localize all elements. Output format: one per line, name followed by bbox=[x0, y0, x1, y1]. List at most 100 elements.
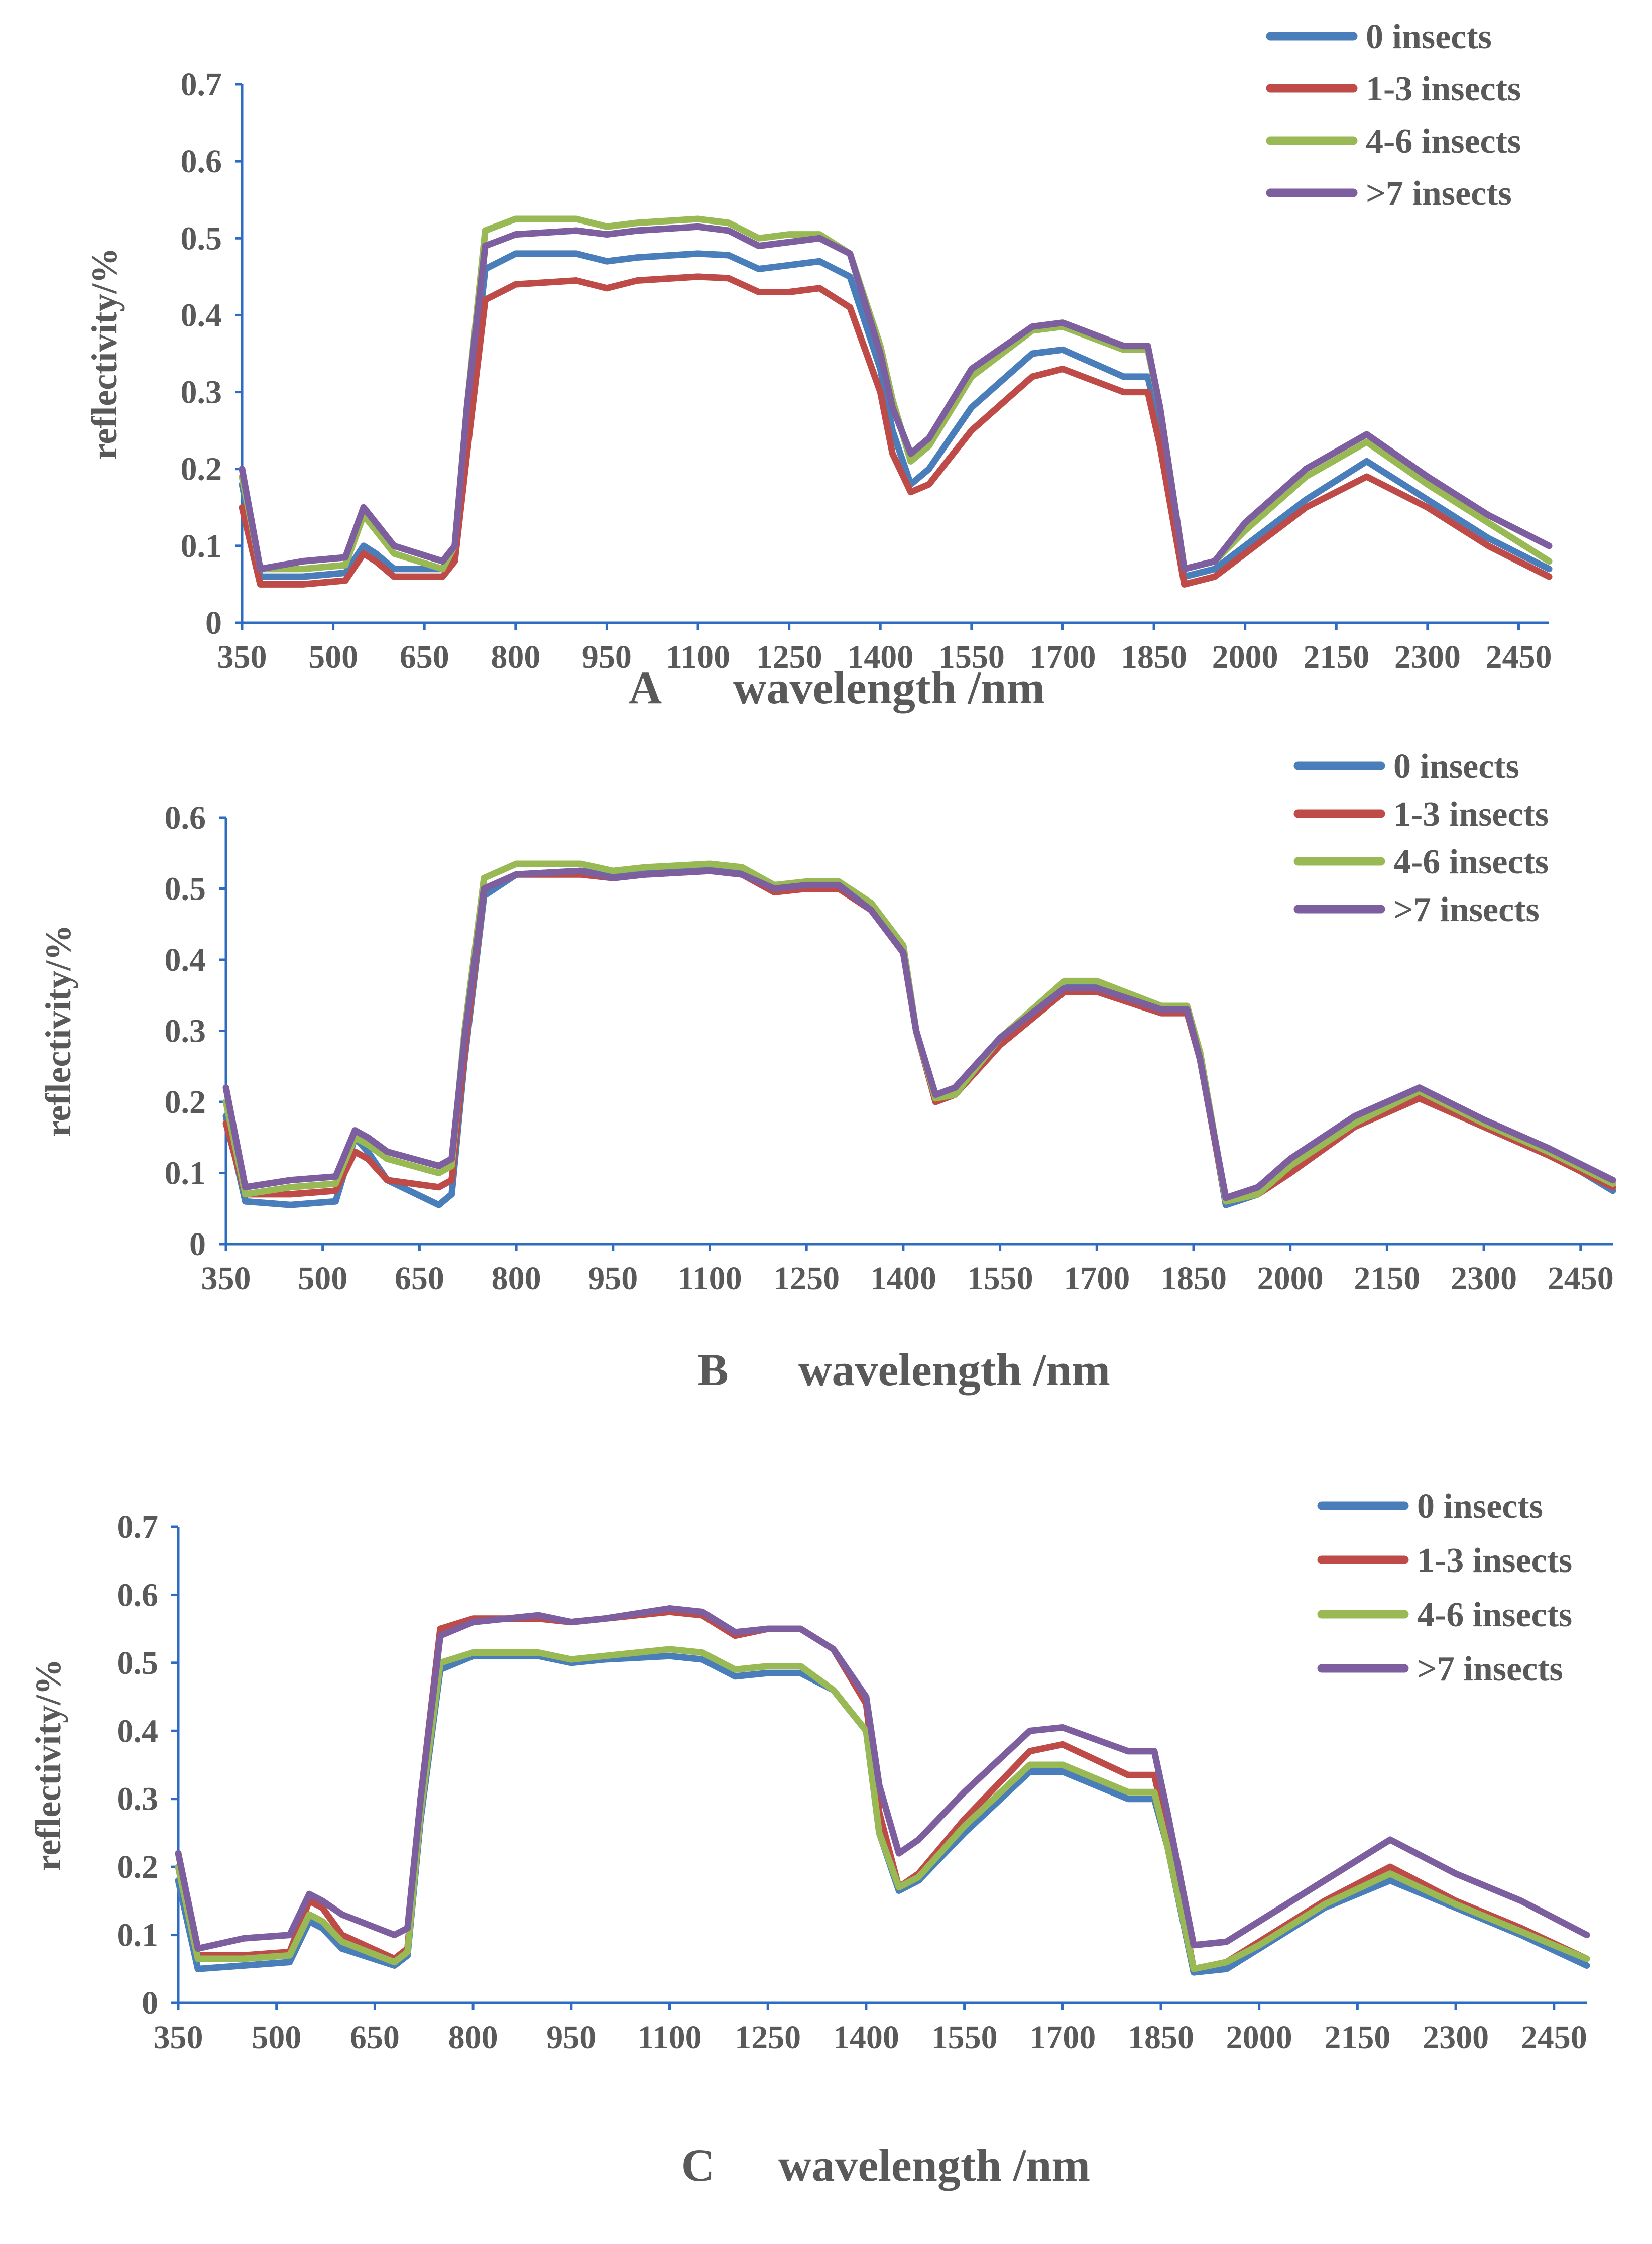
x-tick-label: 350 bbox=[217, 639, 267, 676]
x-tick-label: 500 bbox=[308, 639, 358, 676]
chart-panel-c: 0 0.1 0.2 0.3 0.4 0.5 0.6 0.7 350 500 650 800 950 110… bbox=[28, 1487, 1590, 2191]
x-tick-label: 950 bbox=[582, 639, 632, 676]
x-tick-label: 800 bbox=[448, 2019, 498, 2056]
y-tick-label: 0 bbox=[189, 1226, 206, 1263]
legend-label: 1-3 insects bbox=[1366, 70, 1521, 108]
x-tick-label: 2000 bbox=[1226, 2019, 1292, 2056]
x-tick-label: 1100 bbox=[666, 639, 730, 676]
legend-label: 1-3 insects bbox=[1393, 795, 1549, 834]
y-tick-label: 0 bbox=[205, 605, 222, 641]
x-tick-label: 1550 bbox=[931, 2019, 998, 2056]
y-tick-label: 0 bbox=[142, 1985, 158, 2022]
x-tick-label: 2150 bbox=[1324, 2019, 1390, 2056]
panel-label: B bbox=[697, 1344, 728, 1395]
y-tick-label: 0.7 bbox=[117, 1509, 159, 1545]
x-tick-label: 1850 bbox=[1128, 2019, 1194, 2056]
legend-label: 0 insects bbox=[1366, 18, 1492, 56]
legend-label: >7 insects bbox=[1417, 1650, 1563, 1689]
y-tick-label: 0.3 bbox=[165, 1013, 206, 1050]
y-tick-label: 0.2 bbox=[117, 1849, 159, 1885]
panel-label: A bbox=[629, 662, 662, 713]
x-tick-label: 650 bbox=[350, 2019, 400, 2056]
x-tick-label: 950 bbox=[546, 2019, 596, 2056]
series-line-1 bbox=[239, 250, 1553, 580]
y-tick-label: 0.3 bbox=[117, 1781, 159, 1818]
series-line-2 bbox=[239, 273, 1553, 588]
y-tick-label: 0.4 bbox=[165, 942, 206, 978]
y-tick-label: 0.3 bbox=[181, 374, 222, 411]
x-tick-label: 1550 bbox=[967, 1260, 1033, 1297]
series-line-3 bbox=[222, 860, 1616, 1205]
x-tick-label: 2450 bbox=[1548, 1260, 1614, 1297]
x-tick-label: 1700 bbox=[1029, 2019, 1096, 2056]
legend-label: 4-6 insects bbox=[1366, 122, 1521, 161]
x-tick-label: 1100 bbox=[637, 2019, 701, 2056]
y-tick-label: 0.5 bbox=[181, 220, 222, 257]
x-tick-label: 950 bbox=[588, 1260, 638, 1297]
legend-label: >7 insects bbox=[1366, 174, 1512, 213]
x-tick-label: 350 bbox=[154, 2019, 203, 2056]
x-tick-label: 650 bbox=[395, 1260, 444, 1297]
y-tick-label: 0.4 bbox=[181, 297, 222, 333]
x-tick-label: 2150 bbox=[1354, 1260, 1420, 1297]
x-tick-label: 1250 bbox=[773, 1260, 840, 1297]
series-line-1 bbox=[175, 1652, 1590, 1976]
legend-label: 0 insects bbox=[1417, 1487, 1543, 1526]
x-axis-title: wavelength /nm bbox=[733, 662, 1045, 713]
x-tick-label: 2300 bbox=[1451, 1260, 1517, 1297]
y-tick-label: 0.5 bbox=[117, 1645, 159, 1681]
x-tick-label: 2150 bbox=[1303, 639, 1369, 676]
y-axis-title: reflectivity/% bbox=[38, 925, 78, 1137]
x-tick-label: 1100 bbox=[677, 1260, 742, 1297]
x-tick-label: 1250 bbox=[756, 639, 822, 676]
y-tick-label: 0.7 bbox=[181, 66, 222, 103]
x-tick-label: 1850 bbox=[1160, 1260, 1227, 1297]
legend-label: >7 insects bbox=[1393, 890, 1540, 929]
y-tick-label: 0.6 bbox=[181, 143, 222, 180]
x-tick-label: 1700 bbox=[1029, 639, 1096, 676]
panel-label: C bbox=[681, 2140, 715, 2191]
x-tick-label: 500 bbox=[298, 1260, 347, 1297]
y-tick-label: 0.6 bbox=[165, 800, 206, 836]
legend-label: 4-6 insects bbox=[1393, 843, 1549, 881]
x-tick-label: 1400 bbox=[870, 1260, 936, 1297]
y-tick-label: 0.2 bbox=[165, 1084, 206, 1120]
x-tick-label: 1850 bbox=[1121, 639, 1187, 676]
y-tick-label: 0.1 bbox=[117, 1917, 159, 1954]
series-line-4 bbox=[175, 1605, 1590, 1952]
x-tick-label: 1700 bbox=[1064, 1260, 1130, 1297]
x-tick-label: 500 bbox=[252, 2019, 301, 2056]
chart-panel-a: 0 0.1 0.2 0.3 0.4 0.5 0.6 0.7 350 500 650 800 950 110… bbox=[84, 18, 1553, 713]
x-tick-label: 350 bbox=[201, 1260, 251, 1297]
x-tick-label: 1400 bbox=[833, 2019, 899, 2056]
x-axis-title: wavelength /nm bbox=[778, 2140, 1090, 2191]
x-tick-label: 1550 bbox=[938, 639, 1005, 676]
x-tick-label: 2300 bbox=[1423, 2019, 1489, 2056]
x-tick-label: 2300 bbox=[1394, 639, 1461, 676]
x-tick-label: 800 bbox=[492, 1260, 541, 1297]
x-tick-label: 2000 bbox=[1257, 1260, 1324, 1297]
y-tick-label: 0.1 bbox=[165, 1155, 206, 1192]
y-tick-label: 0.5 bbox=[165, 871, 206, 908]
x-axis-title: wavelength /nm bbox=[798, 1344, 1110, 1395]
y-tick-label: 0.1 bbox=[181, 528, 222, 565]
x-tick-label: 1400 bbox=[847, 639, 913, 676]
x-tick-label: 2450 bbox=[1485, 639, 1552, 676]
x-tick-label: 800 bbox=[491, 639, 540, 676]
series-line-3 bbox=[175, 1646, 1590, 1972]
x-tick-label: 650 bbox=[400, 639, 449, 676]
y-axis-title: reflectivity/% bbox=[84, 248, 125, 460]
y-tick-label: 0.6 bbox=[117, 1577, 159, 1613]
series-line-4 bbox=[222, 867, 1616, 1201]
legend-label: 4-6 insects bbox=[1417, 1596, 1572, 1634]
x-tick-label: 2450 bbox=[1521, 2019, 1587, 2056]
y-tick-label: 0.2 bbox=[181, 451, 222, 488]
x-tick-label: 2000 bbox=[1212, 639, 1278, 676]
legend-label: 1-3 insects bbox=[1417, 1541, 1572, 1580]
chart-panel-b: 0 0.1 0.2 0.3 0.4 0.5 0.6 350 500 650 800 950 1100 12… bbox=[38, 747, 1616, 1395]
legend-label: 0 insects bbox=[1393, 747, 1519, 786]
series-line-3 bbox=[239, 215, 1553, 573]
series-line-4 bbox=[239, 223, 1553, 573]
y-tick-label: 0.4 bbox=[117, 1713, 159, 1749]
